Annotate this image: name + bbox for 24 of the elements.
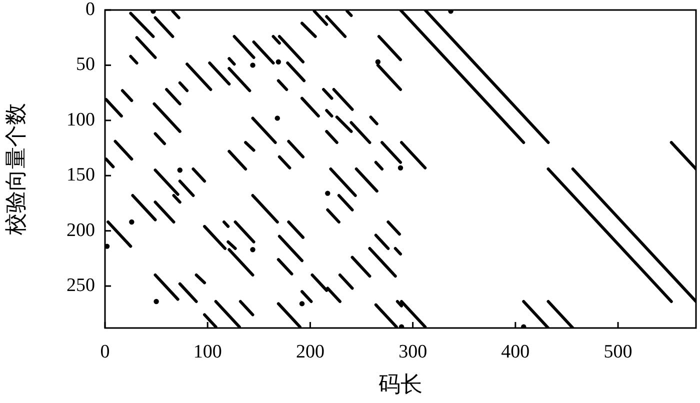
- point: [274, 116, 280, 121]
- point: [299, 301, 305, 306]
- x-tick-label: 0: [100, 341, 110, 362]
- y-tick-label: 0: [86, 0, 95, 20]
- y-tick-label: 50: [76, 54, 95, 76]
- x-tick-label: 100: [193, 341, 222, 362]
- x-tick-label: 300: [398, 341, 428, 362]
- point: [250, 247, 256, 252]
- y-tick-label: 100: [66, 109, 95, 130]
- x-tick-label: 400: [501, 341, 530, 362]
- y-axis-title: 校验向量个数: [2, 103, 28, 236]
- y-tick-label: 250: [66, 275, 95, 296]
- point: [398, 165, 404, 170]
- point: [177, 168, 182, 173]
- point: [250, 62, 256, 68]
- point: [276, 59, 281, 64]
- y-tick-label: 150: [66, 164, 95, 186]
- x-tick-label: 200: [296, 341, 324, 362]
- point: [129, 219, 134, 225]
- x-axis-title: 码长: [378, 372, 422, 397]
- point: [154, 298, 159, 304]
- y-tick-label: 200: [66, 220, 95, 241]
- x-tick-label: 500: [604, 341, 632, 362]
- point: [325, 190, 330, 196]
